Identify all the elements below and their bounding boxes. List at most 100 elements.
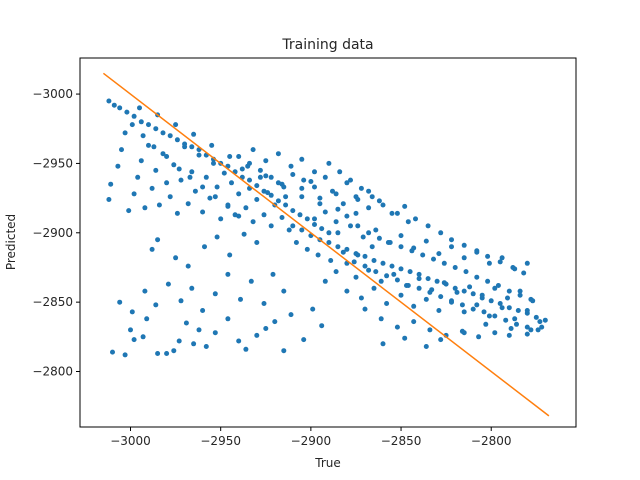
scatter-point (189, 169, 195, 175)
scatter-point (149, 246, 155, 252)
scatter-point (187, 174, 193, 180)
scatter-point (299, 156, 305, 162)
x-tick-label: −2950 (200, 434, 241, 448)
scatter-point (229, 180, 234, 186)
scatter-point (257, 174, 263, 180)
scatter-point (196, 152, 202, 158)
scatter-point (153, 302, 159, 308)
scatter-point (189, 144, 195, 150)
scatter-point (160, 151, 166, 157)
y-tick-label: −2900 (32, 226, 73, 240)
scatter-point (385, 240, 391, 245)
scatter-point (122, 130, 128, 136)
scatter-point (270, 271, 276, 277)
scatter-point (131, 113, 137, 119)
scatter-point (427, 327, 433, 333)
scatter-point (467, 284, 473, 290)
scatter-point (402, 335, 408, 341)
scatter-point (411, 319, 417, 325)
scatter-point (384, 301, 390, 306)
scatter-point (485, 253, 491, 259)
scatter-point (225, 271, 231, 277)
scatter-point (140, 334, 146, 340)
scatter-point (441, 280, 447, 286)
scatter-point (512, 316, 518, 322)
x-tick-label: −2900 (291, 434, 332, 448)
scatter-point (250, 147, 256, 153)
scatter-point (286, 227, 292, 233)
scatter-point (142, 288, 148, 294)
scatter-point (254, 332, 260, 338)
scatter-point (492, 285, 498, 291)
scatter-point (312, 184, 317, 190)
scatter-point (461, 255, 467, 261)
scatter-point (521, 270, 527, 276)
scatter-point (200, 184, 206, 190)
x-tick-label: −2800 (471, 434, 512, 448)
scatter-point (137, 105, 142, 111)
scatter-point (517, 292, 523, 298)
scatter-point (207, 195, 213, 201)
scatter-point (394, 324, 400, 330)
scatter-point (333, 191, 339, 197)
scatter-point (423, 238, 429, 244)
scatter-point (404, 283, 409, 288)
scatter-point (153, 167, 159, 173)
scatter-point (411, 303, 417, 309)
scatter-point (335, 206, 341, 212)
x-axis: −3000 −2950 −2900 −2850 −2800 (110, 427, 512, 448)
scatter-point (167, 133, 173, 139)
scatter-point (108, 181, 114, 187)
scatter-point (413, 216, 418, 222)
scatter-point (486, 260, 492, 266)
scatter-point (203, 344, 209, 349)
scatter-point (200, 308, 206, 313)
scatter-point (315, 252, 321, 258)
scatter-point (398, 266, 404, 272)
scatter-point (153, 126, 159, 132)
scatter-point (537, 319, 543, 325)
scatter-point (317, 195, 323, 201)
scatter-point (275, 198, 281, 204)
scatter-point (503, 317, 509, 323)
scatter-point (117, 299, 123, 305)
scatter-point (416, 271, 422, 277)
scatter-point (438, 294, 444, 300)
scatter-point (434, 278, 440, 284)
scatter-point (261, 301, 267, 306)
scatter-point (236, 154, 242, 159)
scatter-point (505, 295, 510, 301)
scatter-point (263, 158, 269, 164)
scatter-point (524, 260, 530, 266)
scatter-point (203, 174, 209, 180)
axes-frame (79, 57, 577, 428)
scatter-point (330, 188, 335, 194)
scatter-point (129, 122, 135, 128)
scatter-point (402, 203, 408, 209)
scatter-point (156, 202, 162, 208)
scatter-point (499, 255, 505, 261)
scatter-point (173, 122, 179, 128)
scatter-point (140, 133, 146, 139)
scatter-point (512, 266, 518, 272)
scatter-point (335, 230, 341, 236)
scatter-point (191, 341, 197, 347)
scatter-point (164, 180, 170, 186)
scatter-point (416, 276, 422, 282)
scatter-point (131, 191, 137, 197)
scatter-point (248, 278, 254, 284)
scatter-point (506, 305, 512, 311)
scatter-point (492, 330, 498, 336)
scatter-point (214, 184, 220, 190)
scatter-point (122, 352, 128, 358)
scatter-point (106, 98, 112, 104)
scatter-point (378, 278, 384, 284)
scatter-point (351, 259, 357, 265)
scatter-point (290, 172, 296, 177)
scatter-point (389, 210, 395, 216)
scatter-point (308, 179, 314, 184)
scatter-point (376, 235, 382, 241)
scatter-point (312, 216, 317, 222)
scatter-point (135, 174, 141, 180)
scatter-point (542, 317, 548, 323)
